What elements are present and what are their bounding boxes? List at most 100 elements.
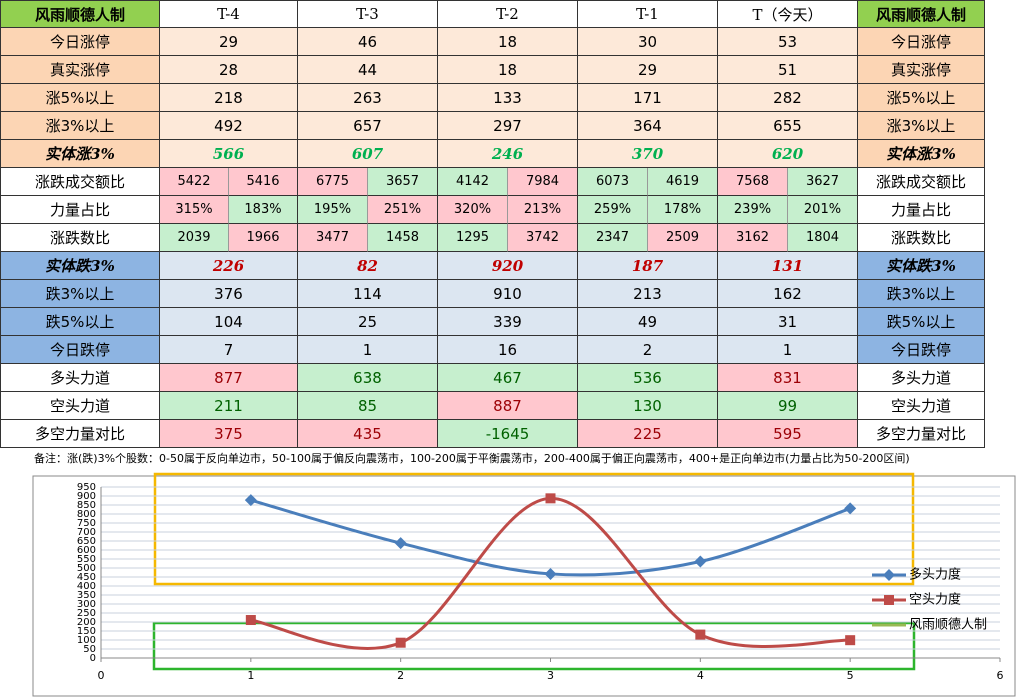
cell: 435 <box>298 420 438 448</box>
cell: 今日涨停 <box>0 28 160 56</box>
y-tick-label: 200 <box>77 617 96 628</box>
cell: 259% <box>578 196 648 224</box>
cell: 85 <box>298 392 438 420</box>
cell: 2509 <box>648 224 718 252</box>
cell: 130 <box>578 392 718 420</box>
y-tick-label: 150 <box>77 626 96 637</box>
cell: 实体跌3% <box>858 252 985 280</box>
marker <box>694 555 707 568</box>
x-tick-label: 4 <box>697 669 704 682</box>
cell: 53 <box>718 28 858 56</box>
cell: 涨3%以上 <box>858 112 985 140</box>
cell: 492 <box>160 112 298 140</box>
cell: 566 <box>160 140 298 168</box>
cell: 空头力道 <box>0 392 160 420</box>
cell: 1458 <box>368 224 438 252</box>
cell: 99 <box>718 392 858 420</box>
cell: 162 <box>718 280 858 308</box>
y-tick-label: 850 <box>77 500 96 511</box>
x-tick-label: 1 <box>247 669 254 682</box>
cell: 226 <box>160 252 298 280</box>
cell: 涨5%以上 <box>858 84 985 112</box>
cell: 跌3%以上 <box>858 280 985 308</box>
cell: 46 <box>298 28 438 56</box>
y-tick-label: 450 <box>77 572 96 583</box>
cell: 2 <box>578 336 718 364</box>
cell: 涨5%以上 <box>0 84 160 112</box>
cell: 183% <box>229 196 298 224</box>
cell: 910 <box>438 280 578 308</box>
cell: 涨跌成交额比 <box>0 168 160 196</box>
cell: 风雨顺德人制 <box>0 0 160 28</box>
cell: 339 <box>438 308 578 336</box>
cell: 实体涨3% <box>0 140 160 168</box>
cell: 607 <box>298 140 438 168</box>
cell: 536 <box>578 364 718 392</box>
cell: 375 <box>160 420 298 448</box>
y-tick-label: 900 <box>77 491 96 502</box>
marker <box>545 493 556 504</box>
cell: 44 <box>298 56 438 84</box>
cell: 实体涨3% <box>858 140 985 168</box>
x-tick-label: 2 <box>397 669 404 682</box>
x-tick-label: 0 <box>98 669 105 682</box>
marker <box>695 629 706 640</box>
cell: 887 <box>438 392 578 420</box>
y-tick-label: 750 <box>77 518 96 529</box>
cell: 195% <box>298 196 368 224</box>
y-tick-label: 950 <box>77 482 96 493</box>
cell: 4142 <box>438 168 508 196</box>
y-tick-label: 100 <box>77 635 96 646</box>
cell: T-2 <box>438 0 578 28</box>
marker <box>844 502 857 515</box>
cell: 467 <box>438 364 578 392</box>
cell: 涨跌数比 <box>858 224 985 252</box>
marker <box>544 567 557 580</box>
cell: 3627 <box>788 168 858 196</box>
y-tick-label: 50 <box>83 644 96 655</box>
marker <box>394 537 407 550</box>
cell: 1295 <box>438 224 508 252</box>
cell: 风雨顺德人制 <box>858 0 985 28</box>
cell: 246 <box>438 140 578 168</box>
legend-label: 多头力度 <box>909 567 961 583</box>
cell: T（今天） <box>718 0 858 28</box>
x-tick-label: 5 <box>847 669 854 682</box>
cell: 1804 <box>788 224 858 252</box>
x-tick-label: 6 <box>997 669 1004 682</box>
cell: 28 <box>160 56 298 84</box>
marker <box>395 637 406 648</box>
cell: 282 <box>718 84 858 112</box>
y-tick-label: 700 <box>77 527 96 538</box>
cell: 370 <box>578 140 718 168</box>
cell: T-4 <box>160 0 298 28</box>
cell: 49 <box>578 308 718 336</box>
cell: 920 <box>438 252 578 280</box>
cell: 力量占比 <box>858 196 985 224</box>
cell: 114 <box>298 280 438 308</box>
cell: 涨3%以上 <box>0 112 160 140</box>
cell: 82 <box>298 252 438 280</box>
marker <box>883 569 895 581</box>
y-tick-label: 600 <box>77 545 96 556</box>
y-tick-label: 0 <box>90 653 96 664</box>
cell: 3477 <box>298 224 368 252</box>
marker <box>884 595 894 605</box>
cell: 7568 <box>718 168 788 196</box>
cell: 31 <box>718 308 858 336</box>
cell: 多空力量对比 <box>858 420 985 448</box>
cell: 171 <box>578 84 718 112</box>
cell: T-1 <box>578 0 718 28</box>
cell: 30 <box>578 28 718 56</box>
cell: 4619 <box>648 168 718 196</box>
cell: 131 <box>718 252 858 280</box>
cell: 今日跌停 <box>0 336 160 364</box>
cell: 1 <box>718 336 858 364</box>
cell: 225 <box>578 420 718 448</box>
y-tick-label: 250 <box>77 608 96 619</box>
cell: 5416 <box>229 168 298 196</box>
cell: 1 <box>298 336 438 364</box>
cell: 2039 <box>160 224 229 252</box>
marker <box>244 494 257 507</box>
cell: 320% <box>438 196 508 224</box>
